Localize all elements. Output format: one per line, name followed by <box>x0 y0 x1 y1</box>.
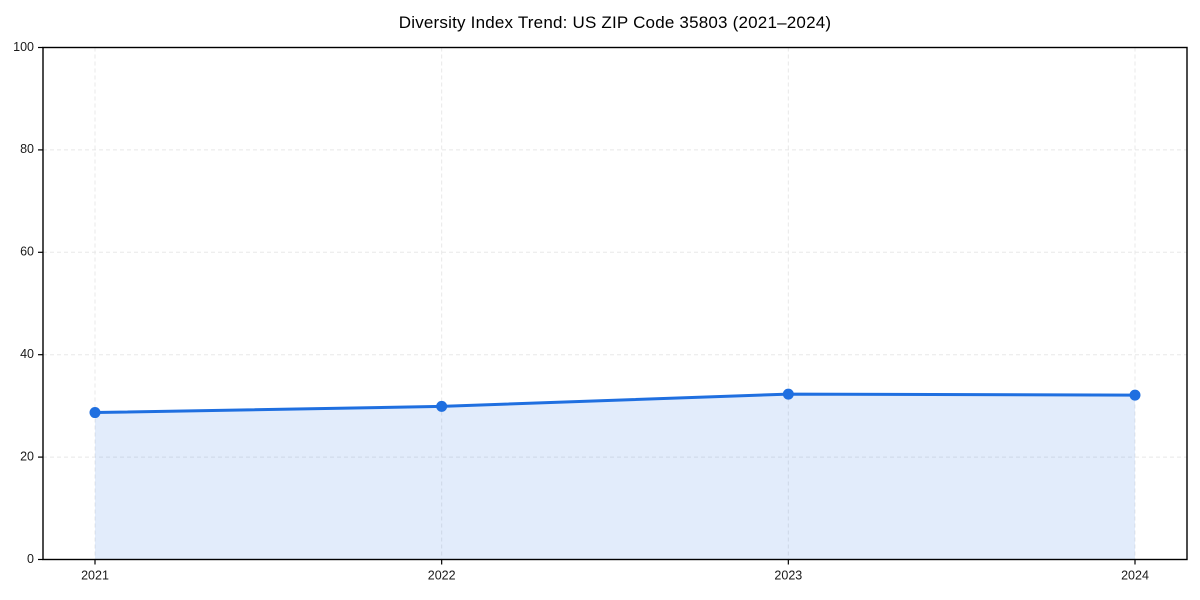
data-point-marker <box>89 407 101 419</box>
y-tick-label: 60 <box>20 245 34 259</box>
plot-border <box>42 46 1188 561</box>
area-fill <box>95 394 1135 560</box>
x-tick-label: 2022 <box>428 569 456 583</box>
trend-line <box>93 392 1137 415</box>
x-tick-label: 2023 <box>774 569 802 583</box>
y-tick-label: 40 <box>20 347 34 361</box>
y-tick-label: 20 <box>20 449 34 463</box>
data-point-marker <box>782 388 794 400</box>
x-tick-label: 2024 <box>1121 569 1149 583</box>
data-point-marker <box>1129 389 1141 401</box>
data-point-marker <box>436 400 448 412</box>
x-tick-label: 2021 <box>81 569 109 583</box>
y-tick-label: 80 <box>20 142 34 156</box>
y-tick-label: 100 <box>13 40 34 54</box>
chart-title: Diversity Index Trend: US ZIP Code 35803… <box>398 13 832 32</box>
y-tick-label: 0 <box>27 552 34 566</box>
